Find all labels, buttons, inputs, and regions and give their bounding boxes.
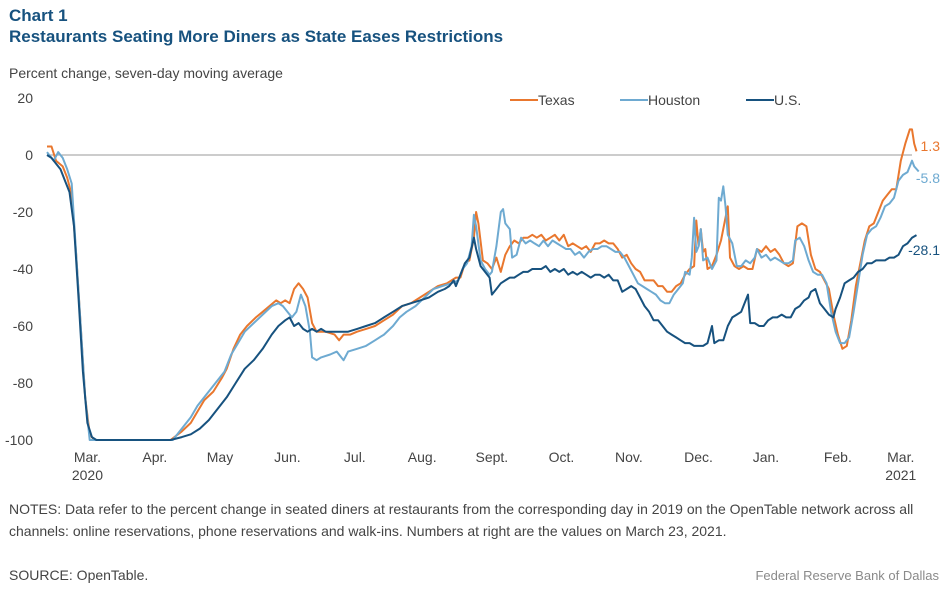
y-tick-label: 0 — [25, 147, 33, 163]
line-chart: 20 0 -20 -40 -60 -80 -100 Mar. 2020 Apr. May Jun. J… — [5, 90, 940, 483]
x-tick-label: Jan. — [753, 449, 779, 465]
y-tick-label: -100 — [5, 432, 33, 448]
series-line-us — [46, 154, 918, 441]
end-value-labels: 1.3 -5.8 -28.1 — [908, 138, 940, 258]
y-axis-ticks: 20 0 -20 -40 -60 -80 -100 — [5, 90, 33, 448]
notes: NOTES: Data refer to the percent change … — [9, 501, 914, 539]
series-lines — [46, 128, 920, 441]
y-tick-label: -20 — [13, 204, 33, 220]
x-tick-label: May — [207, 449, 233, 465]
y-tick-label: 20 — [17, 90, 33, 106]
legend-label: Texas — [538, 92, 575, 108]
x-tick-label: Mar. — [74, 449, 101, 465]
y-tick-label: -60 — [13, 318, 33, 334]
y-tick-label: -40 — [13, 261, 33, 277]
legend: Texas Houston U.S. — [510, 92, 801, 108]
x-tick-label: Jul. — [344, 449, 366, 465]
x-tick-label: Oct. — [549, 449, 575, 465]
x-tick-label: Feb. — [824, 449, 852, 465]
source: SOURCE: OpenTable. — [9, 567, 149, 583]
x-tick-label: Sept. — [476, 449, 509, 465]
x-axis-ticks: Mar. 2020 Apr. May Jun. Jul. Aug. Sept. Oct. Nov.… — [72, 449, 917, 483]
end-value-label: -5.8 — [916, 170, 940, 186]
x-tick-year: 2021 — [885, 467, 916, 483]
credit: Federal Reserve Bank of Dallas — [755, 568, 939, 583]
legend-label: Houston — [648, 92, 700, 108]
x-tick-label: Nov. — [615, 449, 643, 465]
x-tick-label: Aug. — [408, 449, 437, 465]
legend-label: U.S. — [774, 92, 801, 108]
x-tick-label: Apr. — [142, 449, 167, 465]
series-line-texas — [47, 128, 918, 441]
end-value-label: -28.1 — [908, 242, 940, 258]
x-tick-year: 2020 — [72, 467, 103, 483]
chart-title: Restaurants Seating More Diners as State… — [9, 27, 504, 46]
chart-label: Chart 1 — [9, 6, 68, 25]
x-tick-label: Dec. — [684, 449, 713, 465]
end-value-label: 1.3 — [921, 138, 941, 154]
x-tick-label: Jun. — [274, 449, 300, 465]
y-axis-units: Percent change, seven-day moving average — [9, 65, 283, 81]
series-line-houston — [46, 151, 920, 441]
y-tick-label: -80 — [13, 375, 33, 391]
x-tick-label: Mar. — [887, 449, 914, 465]
